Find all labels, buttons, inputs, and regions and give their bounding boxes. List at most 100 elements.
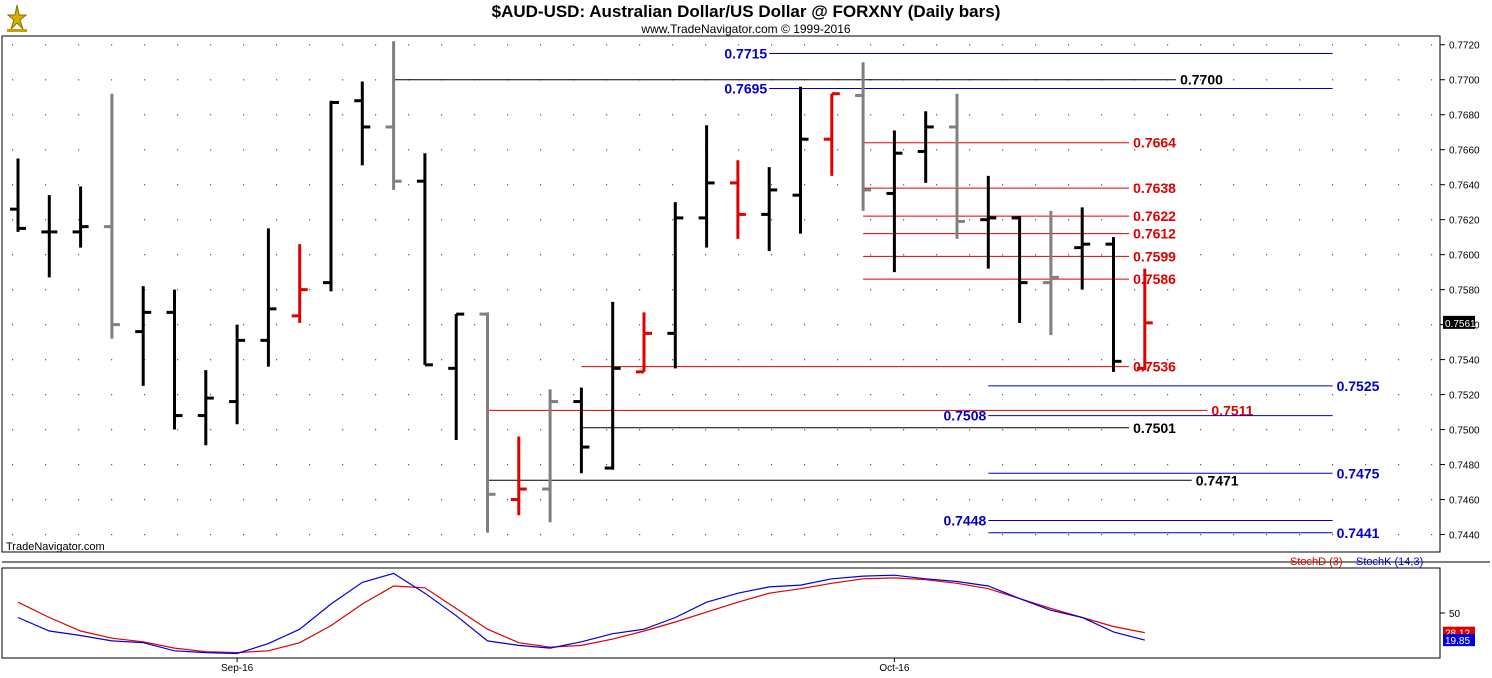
grid-dot (771, 429, 773, 431)
grid-dot (837, 149, 839, 151)
grid-dot (1299, 149, 1301, 151)
grid-dot (903, 534, 905, 536)
grid-dot (540, 219, 542, 221)
ohlc-bar (41, 195, 58, 278)
grid-dot (1002, 499, 1004, 501)
grid-dot (1299, 359, 1301, 361)
grid-dot (936, 254, 938, 256)
ohlc-bar (886, 130, 903, 273)
grid-dot (408, 114, 410, 116)
grid-dot (870, 114, 872, 116)
grid-dot (243, 359, 245, 361)
y-tick-label: 0.7620 (1449, 216, 1480, 227)
grid-dot (1299, 289, 1301, 291)
grid-dot (1233, 359, 1235, 361)
grid-dot (1134, 149, 1136, 151)
grid-dot (903, 394, 905, 396)
grid-dot (507, 44, 509, 46)
grid-dot (243, 534, 245, 536)
grid-dot (804, 114, 806, 116)
grid-dot (936, 429, 938, 431)
grid-dot (1299, 44, 1301, 46)
y-tick-label: 0.7440 (1449, 531, 1480, 542)
grid-dot (936, 149, 938, 151)
grid-dot (969, 184, 971, 186)
grid-dot (1266, 149, 1268, 151)
grid-dot (573, 359, 575, 361)
grid-dot (870, 359, 872, 361)
grid-dot (1002, 254, 1004, 256)
grid-dot (144, 394, 146, 396)
grid-dot (1365, 534, 1367, 536)
grid-dot (1398, 324, 1400, 326)
grid-dot (870, 289, 872, 291)
ohlc-bar (72, 186, 89, 248)
grid-dot (639, 184, 641, 186)
grid-dot (342, 289, 344, 291)
grid-dot (540, 359, 542, 361)
grid-dot (309, 324, 311, 326)
grid-dot (441, 149, 443, 151)
ohlc-bar (573, 387, 590, 474)
grid-dot (738, 324, 740, 326)
grid-dot (540, 44, 542, 46)
grid-dot (1332, 219, 1334, 221)
grid-dot (1035, 464, 1037, 466)
grid-dot (12, 289, 14, 291)
ohlc-bar (323, 100, 339, 292)
grid-dot (441, 184, 443, 186)
grid-dot (1002, 44, 1004, 46)
grid-dot (804, 184, 806, 186)
grid-dot (45, 394, 47, 396)
stoch-last-label-1: 19.85 (1445, 636, 1470, 647)
grid-dot (573, 394, 575, 396)
grid-dot (507, 149, 509, 151)
grid-dot (1431, 254, 1433, 256)
grid-dot (1332, 394, 1334, 396)
grid-dot (78, 534, 80, 536)
grid-dot (243, 219, 245, 221)
grid-dot (837, 394, 839, 396)
grid-dot (342, 149, 344, 151)
grid-dot (1167, 219, 1169, 221)
level-label: 0.7536 (1133, 359, 1176, 375)
grid-dot (1035, 184, 1037, 186)
grid-dot (1299, 254, 1301, 256)
grid-dot (276, 429, 278, 431)
ohlc-bar (604, 301, 621, 470)
grid-dot (441, 429, 443, 431)
grid-dot (78, 149, 80, 151)
grid-dot (210, 114, 212, 116)
grid-dot (78, 114, 80, 116)
y-tick-label: 0.7480 (1449, 461, 1480, 472)
grid-dot (705, 499, 707, 501)
grid-dot (1365, 184, 1367, 186)
grid-dot (738, 394, 740, 396)
ohlc-bar (510, 436, 527, 516)
grid-dot (375, 114, 377, 116)
last-price-label: 0.7561 (1445, 319, 1476, 330)
grid-dot (1002, 114, 1004, 116)
grid-dot (672, 359, 674, 361)
grid-dot (1332, 429, 1334, 431)
grid-dot (243, 429, 245, 431)
grid-dot (1365, 79, 1367, 81)
ohlc-bar (354, 81, 371, 166)
grid-dot (408, 289, 410, 291)
grid-dot (606, 219, 608, 221)
grid-dot (1332, 184, 1334, 186)
grid-dot (837, 44, 839, 46)
ohlc-bar (448, 312, 465, 441)
grid-dot (573, 499, 575, 501)
grid-dot (342, 254, 344, 256)
grid-dot (1266, 429, 1268, 431)
grid-dot (342, 394, 344, 396)
grid-dot (639, 324, 641, 326)
grid-dot (309, 429, 311, 431)
ohlc-bar (855, 62, 872, 211)
ohlc-bar (761, 167, 778, 252)
legend-stoch-d: StochD (3) (1290, 556, 1343, 568)
grid-dot (738, 534, 740, 536)
grid-dot (1134, 464, 1136, 466)
grid-dot (969, 429, 971, 431)
